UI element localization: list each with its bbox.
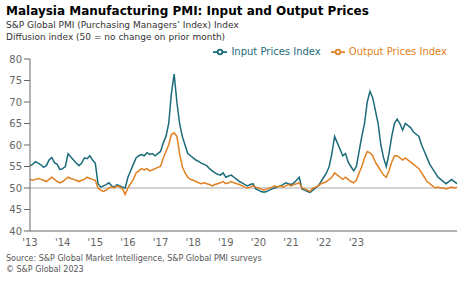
html-text:Output Prices Index: Output Prices Index [348,46,447,57]
svg-text:50: 50 [9,183,22,194]
svg-text:'20: '20 [251,237,266,248]
svg-text:'15: '15 [88,237,103,248]
svg-text:55: 55 [9,161,22,172]
svg-text:'18: '18 [185,237,200,248]
svg-text:'16: '16 [120,237,135,248]
svg-text:'21: '21 [283,237,298,248]
svg-text:60: 60 [9,140,22,151]
svg-text:'17: '17 [153,237,168,248]
html-text:© S&P Global 2023: © S&P Global 2023 [6,265,84,274]
html-text:Malaysia Manufacturing PMI: In: Malaysia Manufacturing PMI: Input and Ou… [6,4,369,18]
html-text:Diffusion index (50 = no chang: Diffusion index (50 = no change on prior… [6,32,226,42]
svg-text:65: 65 [9,118,22,129]
svg-text:80: 80 [9,54,22,65]
svg-text:'14: '14 [55,237,70,248]
svg-text:'23: '23 [349,237,364,248]
svg-text:'13: '13 [22,237,37,248]
svg-text:40: 40 [9,226,22,237]
svg-text:75: 75 [9,75,22,86]
html-text:S&P Global PMI (Purchasing Man: S&P Global PMI (Purchasing Managers’ Ind… [6,20,239,30]
svg-text:70: 70 [9,97,22,108]
svg-text:45: 45 [9,204,22,215]
svg-text:'19: '19 [218,237,233,248]
html-text:Input Prices Index: Input Prices Index [231,46,321,57]
html-text:Source: S&P Global Market Inte: Source: S&P Global Market Intelligence, … [6,254,262,263]
svg-text:'22: '22 [316,237,331,248]
